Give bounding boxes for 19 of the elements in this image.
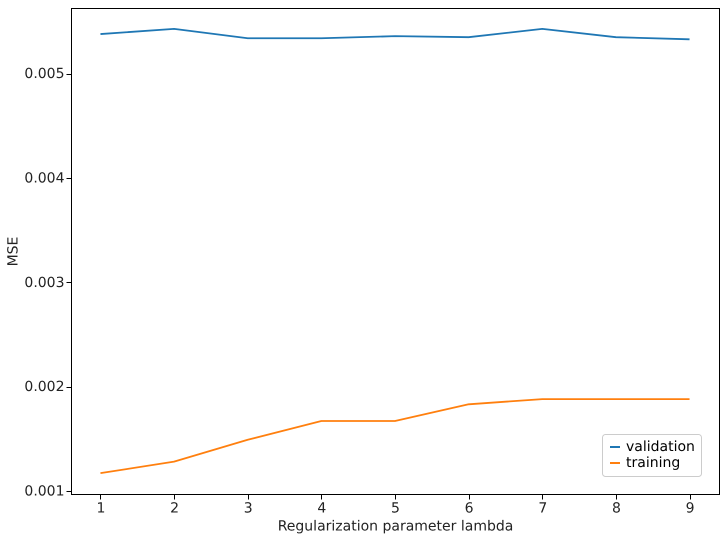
y-tick-label: 0.002 [24,379,64,396]
x-axis-title: Regularization parameter lambda [278,518,514,534]
x-tick-label: 2 [170,500,180,516]
y-tick-label: 0.005 [24,66,64,82]
x-tick-label: 3 [244,500,253,516]
y-tick-label: 0.003 [24,274,64,291]
x-tick-label: 7 [538,500,548,516]
y-axis-title: MSE [5,236,22,266]
line-series [100,28,690,40]
x-tick-label: 9 [686,500,695,516]
legend-label: validation [626,439,695,455]
y-tick-label: 0.004 [24,170,65,186]
x-tick-label: 8 [612,500,621,516]
x-tick-label: 1 [96,500,106,516]
x-tick-label: 6 [464,500,474,516]
legend-label: training [626,455,680,471]
x-tick-label: 5 [391,500,400,516]
x-tick-label: 4 [317,500,326,516]
y-tick-label: 0.001 [24,483,64,500]
